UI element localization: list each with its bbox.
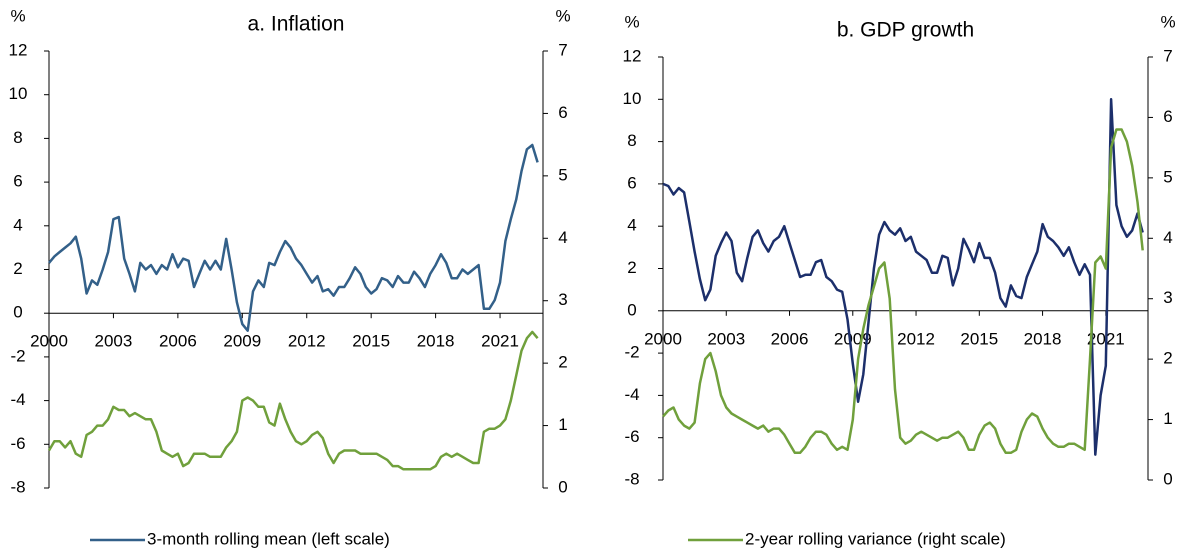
y2-tick-label: 3: [558, 290, 567, 309]
y2-tick-label: 1: [1163, 409, 1172, 428]
y-tick-label: 12: [9, 40, 28, 59]
series-line: [47, 330, 539, 471]
y2-tick-label: 4: [1163, 228, 1172, 247]
y2-tick-label: 5: [558, 165, 567, 184]
y2-axis-label: %: [555, 6, 570, 25]
y-tick-label: 8: [13, 128, 22, 147]
x-tick-label: 2018: [1024, 329, 1062, 348]
y-tick-label: -6: [10, 434, 25, 453]
series-line: [662, 128, 1144, 455]
y2-tick-label: 4: [558, 228, 567, 247]
y-axis-label: %: [10, 6, 25, 25]
x-tick-label: 2018: [417, 332, 455, 351]
x-tick-label: 2015: [352, 332, 390, 351]
y2-tick-label: 0: [558, 477, 567, 496]
series-line: [48, 143, 539, 332]
x-tick-label: 2000: [30, 332, 68, 351]
y2-tick-label: 7: [558, 40, 567, 59]
legend-label: 2-year rolling variance (right scale): [745, 529, 1006, 548]
y-tick-label: -2: [624, 343, 639, 362]
x-tick-label: 2012: [288, 332, 326, 351]
y-tick-label: -2: [10, 346, 25, 365]
y-tick-label: -4: [624, 385, 639, 404]
y2-tick-label: 0: [1163, 469, 1172, 488]
y2-tick-label: 2: [558, 353, 567, 372]
y2-tick-label: 2: [1163, 349, 1172, 368]
x-tick-label: 2015: [960, 329, 998, 348]
y-tick-label: 4: [13, 215, 22, 234]
y-axis-label: %: [624, 12, 639, 31]
x-tick-label: 2006: [771, 329, 809, 348]
x-tick-label: 2009: [223, 332, 261, 351]
y-tick-label: -6: [624, 427, 639, 446]
series-line: [662, 98, 1144, 456]
x-tick-label: 2000: [644, 329, 682, 348]
y-tick-label: 4: [627, 216, 636, 235]
y2-tick-label: 5: [1163, 167, 1172, 186]
y-tick-label: 12: [623, 46, 642, 65]
chart-title: b. GDP growth: [837, 19, 974, 42]
x-tick-label: 2021: [481, 332, 519, 351]
y-tick-label: 6: [627, 173, 636, 192]
y2-tick-label: 6: [1163, 107, 1172, 126]
chart-title: a. Inflation: [248, 13, 345, 36]
y-tick-label: 0: [13, 303, 22, 322]
x-tick-label: 2003: [95, 332, 133, 351]
y2-tick-label: 3: [1163, 288, 1172, 307]
y-tick-label: 8: [627, 131, 636, 150]
y2-tick-label: 6: [558, 103, 567, 122]
y2-tick-label: 7: [1163, 46, 1172, 65]
x-tick-label: 2012: [897, 329, 935, 348]
y-tick-label: -8: [624, 469, 639, 488]
y-tick-label: 0: [627, 300, 636, 319]
y-tick-label: 10: [623, 89, 642, 108]
y2-tick-label: 1: [558, 415, 567, 434]
y-tick-label: 6: [13, 172, 22, 191]
y2-axis-label: %: [1160, 12, 1175, 31]
y-tick-label: 2: [13, 259, 22, 278]
x-tick-label: 2006: [159, 332, 197, 351]
x-tick-label: 2003: [707, 329, 745, 348]
y-tick-label: 2: [627, 258, 636, 277]
y-tick-label: -8: [10, 477, 25, 496]
y-tick-label: -4: [10, 390, 25, 409]
y-tick-label: 10: [9, 84, 28, 103]
legend-label: 3-month rolling mean (left scale): [147, 529, 390, 548]
